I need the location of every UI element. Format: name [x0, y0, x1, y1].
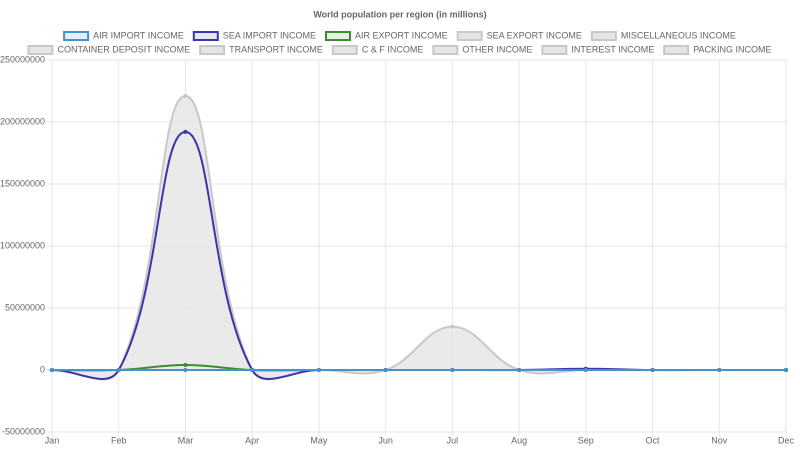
legend-label: SEA EXPORT INCOME	[487, 30, 582, 40]
chart-title: World population per region (in millions…	[313, 9, 486, 19]
x-tick-label: Oct	[646, 435, 661, 445]
legend-label: MISCELLANEOUS INCOME	[621, 30, 736, 40]
point	[583, 368, 588, 372]
point	[250, 368, 255, 372]
x-tick-label: Dec	[778, 435, 795, 445]
x-tick-label: Sep	[578, 435, 594, 445]
point	[183, 93, 188, 98]
y-tick-label: 200000000	[0, 116, 45, 126]
area	[52, 95, 786, 380]
legend-swatch	[331, 45, 358, 55]
y-tick-label: 0	[40, 364, 45, 374]
x-tick-label: Nov	[711, 435, 728, 445]
point	[183, 129, 188, 134]
legend-label: TRANSPORT INCOME	[229, 44, 323, 54]
legend-item: SEA IMPORT INCOME	[192, 30, 316, 41]
legend-swatch	[590, 31, 617, 41]
x-tick-label: Feb	[111, 435, 127, 445]
point	[316, 368, 321, 372]
x-tick-label: May	[310, 435, 328, 445]
legend-item: TRANSPORT INCOME	[199, 44, 323, 55]
x-tick-label: Jul	[447, 435, 459, 445]
legend-swatch	[432, 45, 459, 55]
legend-item: C & F INCOME	[331, 44, 424, 55]
point	[517, 368, 522, 372]
legend-swatch	[541, 45, 568, 55]
point	[50, 368, 54, 372]
legend-item: MISCELLANEOUS INCOME	[590, 30, 736, 41]
legend-item: INTEREST INCOME	[541, 44, 654, 55]
legend-item: CONTAINER DEPOSIT INCOME	[27, 44, 190, 55]
y-tick-label: 250000000	[0, 54, 45, 64]
point	[183, 363, 188, 368]
legend-swatch	[324, 31, 351, 41]
plot	[50, 93, 788, 381]
legend-item: AIR EXPORT INCOME	[324, 30, 448, 41]
legend-item: SEA EXPORT INCOME	[456, 30, 582, 41]
legend-label: AIR IMPORT INCOME	[93, 30, 184, 40]
legend-item: PACKING INCOME	[663, 44, 772, 55]
legend-swatch	[456, 31, 483, 41]
point	[717, 368, 722, 372]
x-tick-label: Apr	[245, 435, 259, 445]
point	[116, 368, 121, 372]
point	[183, 368, 188, 372]
x-tick-label: Aug	[511, 435, 527, 445]
legend-label: OTHER INCOME	[462, 44, 532, 54]
y-tick-label: 150000000	[0, 178, 45, 188]
point	[650, 368, 655, 372]
x-tick-label: Jun	[378, 435, 393, 445]
legend-swatch	[192, 31, 219, 41]
legend-swatch	[199, 45, 226, 55]
legend-label: CONTAINER DEPOSIT INCOME	[57, 44, 190, 54]
legend-label: SEA IMPORT INCOME	[223, 30, 316, 40]
point	[450, 368, 455, 372]
legend-label: AIR EXPORT INCOME	[355, 30, 448, 40]
legend-item: OTHER INCOME	[432, 44, 532, 55]
y-tick-label: 50000000	[5, 302, 45, 312]
legend-label: C & F INCOME	[362, 44, 424, 54]
legend-label: PACKING INCOME	[693, 44, 771, 54]
y-tick-label: -50000000	[2, 426, 45, 436]
legend-swatch	[27, 45, 54, 55]
x-tick-label: Mar	[178, 435, 194, 445]
legend: AIR IMPORT INCOME SEA IMPORT INCOME AIR EX…	[27, 30, 772, 55]
legend-swatch	[663, 45, 690, 55]
point	[383, 368, 388, 372]
y-tick-label: 100000000	[0, 240, 45, 250]
point	[450, 324, 455, 329]
point	[784, 368, 788, 372]
legend-swatch	[63, 31, 90, 41]
grid: -50000000 0 50000000 100000000 150000000 2000…	[0, 54, 794, 445]
legend-item: AIR IMPORT INCOME	[63, 30, 184, 41]
legend-label: INTEREST INCOME	[571, 44, 654, 54]
x-tick-label: Jan	[45, 435, 60, 445]
